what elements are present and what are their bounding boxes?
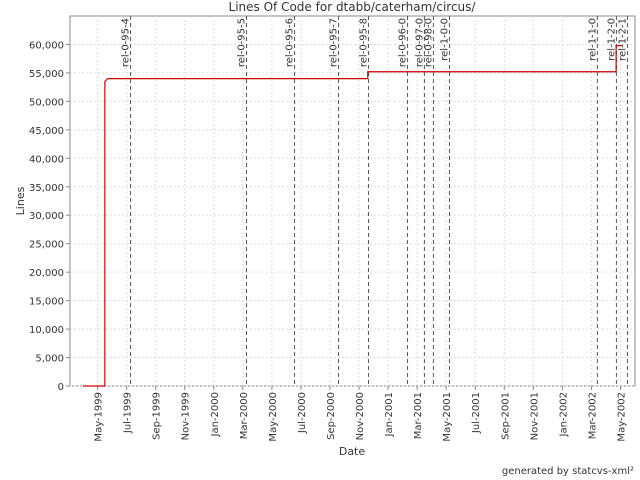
x-tick-label: Nov-2001 (529, 392, 540, 440)
release-label: rel-0-95-8 (358, 18, 369, 67)
x-tick-label: May-2002 (616, 392, 627, 442)
y-tick-label: 30,000 (29, 211, 64, 222)
release-label: rel-1-2-1 (617, 18, 628, 61)
x-tick-label: Sep-1999 (152, 392, 163, 440)
x-tick-label: Mar-2001 (413, 392, 424, 439)
x-tick-label: Mar-2000 (239, 392, 250, 439)
x-tick-label: Nov-2000 (355, 392, 366, 440)
release-label: rel-0-96-0 (398, 18, 409, 67)
y-tick-label: 5,000 (35, 354, 64, 365)
release-label: rel-1-2-0 (606, 18, 617, 61)
y-tick-label: 35,000 (29, 183, 64, 194)
release-label: rel-1-0-0 (440, 18, 451, 61)
loc-line (83, 44, 622, 387)
y-tick-label: 45,000 (29, 126, 64, 137)
y-tick-label: 15,000 (29, 297, 64, 308)
x-tick-label: Jul-2001 (471, 392, 482, 434)
x-tick-label: Jan-2000 (210, 392, 221, 437)
x-tick-label: Jan-2002 (558, 392, 569, 437)
x-tick-label: May-1999 (94, 392, 105, 442)
y-tick-label: 50,000 (29, 97, 64, 108)
x-tick-label: Jul-2000 (297, 392, 308, 434)
chart-title: Lines Of Code for dtabb/caterham/circus/ (229, 0, 477, 14)
y-tick-label: 60,000 (29, 40, 64, 51)
release-label: rel-1-1-0 (587, 18, 598, 61)
release-label: rel-0-95-6 (285, 18, 296, 67)
x-tick-label: Nov-1999 (181, 392, 192, 440)
y-tick-label: 55,000 (29, 69, 64, 80)
release-label: rel-0-95-7 (329, 18, 340, 67)
y-tick-label: 20,000 (29, 268, 64, 279)
release-label: rel-0-97-0 (414, 18, 425, 67)
x-tick-label: Mar-2002 (587, 392, 598, 439)
release-label: rel-0-95-5 (236, 18, 247, 67)
y-axis-label: Lines (14, 186, 27, 215)
y-tick-label: 10,000 (29, 325, 64, 336)
x-tick-label: May-2000 (268, 392, 279, 442)
footer: generated by statcvs-xml² (502, 466, 634, 477)
x-tick-label: Sep-2001 (500, 392, 511, 440)
y-tick-label: 0 (58, 382, 64, 393)
release-label: rel-0-98-0 (423, 18, 434, 67)
x-axis-label: Date (339, 445, 366, 458)
y-tick-label: 25,000 (29, 240, 64, 251)
release-label: rel-0-95-4 (121, 18, 132, 67)
x-tick-label: Jan-2001 (384, 392, 395, 437)
x-tick-label: Jul-1999 (123, 392, 134, 434)
y-tick-label: 40,000 (29, 154, 64, 165)
plot-area (69, 15, 636, 387)
x-tick-label: May-2001 (442, 392, 453, 442)
x-tick-label: Sep-2000 (326, 392, 337, 440)
